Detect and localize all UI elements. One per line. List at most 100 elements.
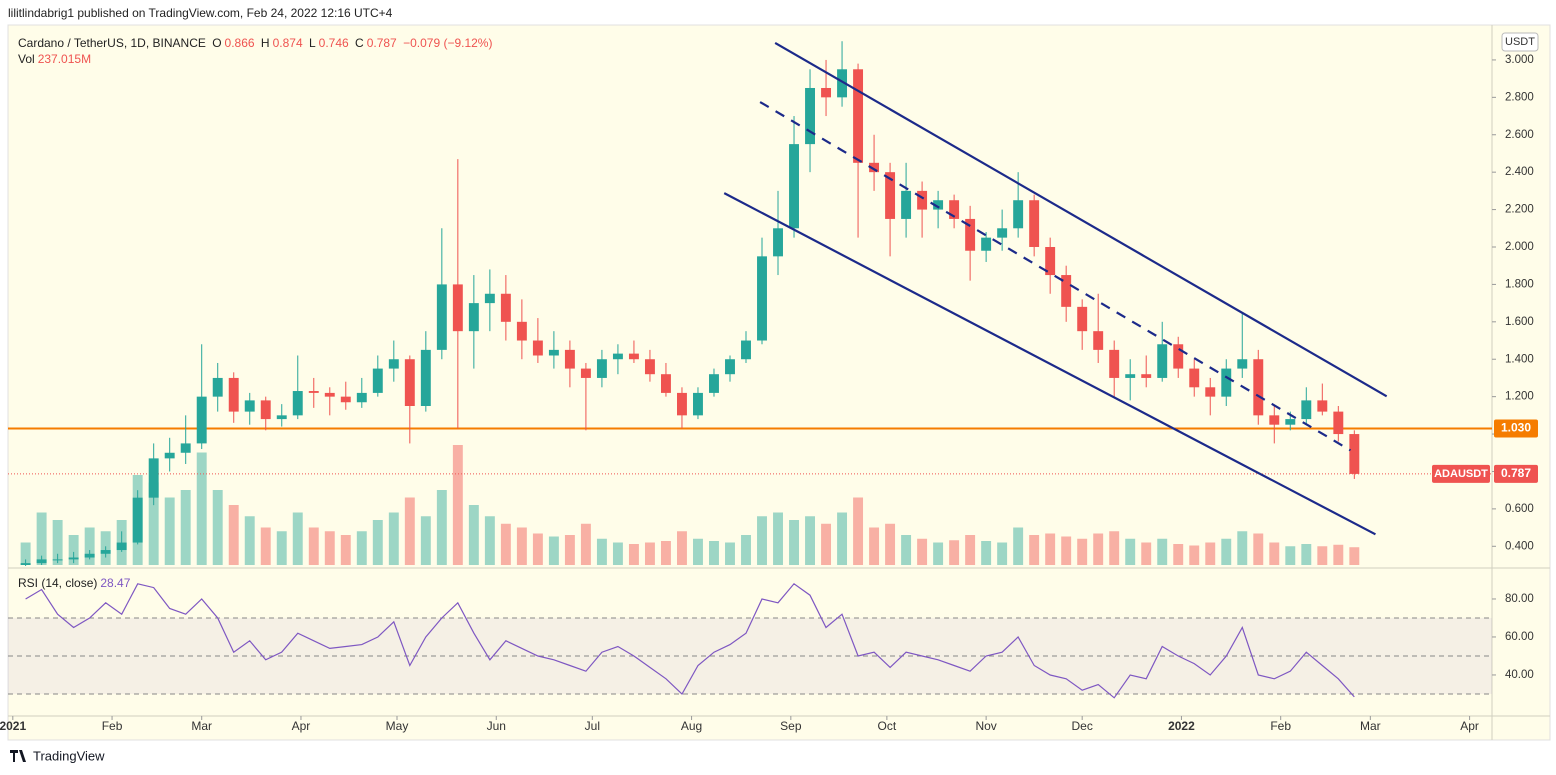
ohlc-key: C xyxy=(355,36,364,50)
volume-bar xyxy=(1141,542,1152,565)
x-tick-label: Feb xyxy=(1270,719,1291,733)
volume-bar xyxy=(628,544,639,565)
candle-body xyxy=(693,392,703,416)
candle-body xyxy=(1045,246,1056,276)
candle-body xyxy=(1157,344,1168,378)
volume-bar xyxy=(853,497,864,565)
y-tick-label: 2.400 xyxy=(1505,166,1534,178)
x-tick-label: Apr xyxy=(1460,719,1479,733)
candle-body xyxy=(244,400,255,412)
volume-bar xyxy=(1269,542,1280,565)
volume-bar xyxy=(548,536,559,565)
level-label: 1.030 xyxy=(1501,421,1531,435)
candle-body xyxy=(709,374,719,393)
candle-body xyxy=(404,359,415,406)
candle-body xyxy=(180,443,191,453)
x-tick-label: May xyxy=(386,719,409,733)
y-tick-label: 2.200 xyxy=(1505,204,1534,216)
candle-body xyxy=(1349,434,1360,474)
last-price-label: 0.787 xyxy=(1501,466,1531,480)
volume-bar xyxy=(1205,542,1216,565)
volume-bar xyxy=(260,527,271,565)
candle-body xyxy=(869,162,880,173)
candle-body xyxy=(1141,374,1152,378)
volume-bar xyxy=(36,512,47,565)
volume-bar xyxy=(917,538,928,565)
symbol: Cardano / TetherUS, 1D, BINANCE xyxy=(18,36,206,50)
x-tick-label: Mar xyxy=(1360,719,1381,733)
volume-bar xyxy=(741,535,751,565)
currency-box[interactable] xyxy=(1501,32,1539,52)
brand-logo xyxy=(10,750,26,762)
change: −0.079 (−9.12%) xyxy=(403,36,493,50)
candle-body xyxy=(340,396,351,403)
volume-bar xyxy=(1077,538,1088,565)
candle-body xyxy=(276,415,287,420)
chart-background xyxy=(7,24,1551,741)
publisher: lilitlindabrig1 published on TradingView… xyxy=(8,6,393,20)
volume-bar xyxy=(693,538,703,565)
candle-body xyxy=(452,284,463,332)
candle-body xyxy=(1077,306,1088,332)
level-label-box xyxy=(1494,419,1538,438)
x-tick-label: Sep xyxy=(780,719,802,733)
volume-bar xyxy=(196,452,207,565)
volume-bar xyxy=(1157,538,1168,565)
candle-body xyxy=(933,200,944,210)
volume-bar xyxy=(677,531,687,565)
candle-body xyxy=(532,340,543,356)
volume-bar xyxy=(1253,533,1264,565)
candle-body xyxy=(821,87,832,98)
y-tick-label: 1.400 xyxy=(1505,353,1534,365)
volume-bar xyxy=(404,497,415,565)
candle-body xyxy=(1189,368,1200,388)
candle-body xyxy=(308,391,319,393)
candle-body xyxy=(901,190,912,219)
y-tick-label: 1.600 xyxy=(1505,316,1534,328)
volume-bar xyxy=(516,527,527,565)
symbol-label: ADAUSDT xyxy=(1434,468,1488,480)
volume-bar xyxy=(1349,547,1360,565)
candle-body xyxy=(1237,359,1248,369)
candle-body xyxy=(52,559,63,561)
last-price-box xyxy=(1494,464,1538,483)
ohlc-value: 0.787 xyxy=(366,36,397,50)
candle-body xyxy=(837,69,848,98)
candle-body xyxy=(1061,275,1072,307)
candle-body xyxy=(789,144,799,229)
volume-bar xyxy=(52,520,63,565)
volume-bar xyxy=(580,523,591,565)
volume-bar xyxy=(773,512,783,565)
y-tick-label: 3.000 xyxy=(1505,54,1534,66)
volume-bar xyxy=(1221,538,1232,565)
y-tick-label: 1.800 xyxy=(1505,278,1534,290)
ohlc-value: 0.874 xyxy=(272,36,303,50)
candle-body xyxy=(1253,359,1264,416)
volume-bar xyxy=(1061,536,1072,565)
volume-bar xyxy=(164,497,175,565)
volume-bar xyxy=(805,516,815,565)
volume-bar xyxy=(885,523,896,565)
volume-bar xyxy=(228,505,239,565)
candle-body xyxy=(1333,411,1344,435)
x-tick-label: Feb xyxy=(102,719,123,733)
rsi-name: RSI (14, close) xyxy=(18,576,98,590)
candle-body xyxy=(500,293,511,322)
candle-body xyxy=(228,377,239,412)
candle-body xyxy=(68,557,79,560)
volume-bar xyxy=(1189,545,1200,565)
volume-bar xyxy=(1045,533,1056,565)
volume-name: Vol xyxy=(18,52,35,66)
volume-bar xyxy=(1173,544,1184,565)
x-tick-label: Jun xyxy=(487,719,506,733)
volume-bar xyxy=(292,512,303,565)
candle-body xyxy=(1269,415,1280,425)
candle-body xyxy=(484,293,495,304)
volume-bar xyxy=(420,516,431,565)
volume-bar xyxy=(356,531,367,565)
volume-bar xyxy=(1301,544,1312,565)
candle-body xyxy=(1173,344,1184,369)
candle-body xyxy=(1109,349,1120,378)
x-tick-label: Nov xyxy=(975,719,996,733)
